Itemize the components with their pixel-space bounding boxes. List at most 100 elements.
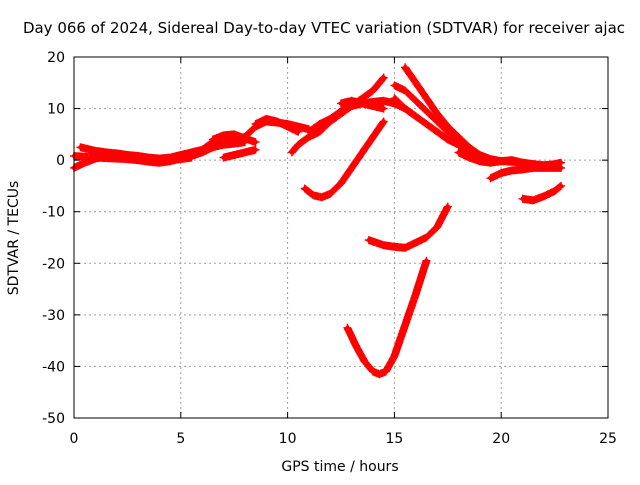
series-track-6 xyxy=(219,145,260,162)
x-tick-label: 25 xyxy=(599,431,617,447)
data-point xyxy=(242,136,248,141)
data-point xyxy=(424,109,429,114)
data-point xyxy=(434,111,440,116)
data-point xyxy=(370,103,376,109)
data-point xyxy=(434,225,440,230)
data-point xyxy=(366,237,371,243)
series-markers xyxy=(343,256,431,379)
data-point xyxy=(413,292,418,297)
data-point xyxy=(178,156,183,162)
data-point xyxy=(253,147,258,152)
series-track-16 xyxy=(390,94,474,154)
data-point xyxy=(221,133,226,138)
data-point xyxy=(488,176,493,181)
data-point xyxy=(552,165,557,171)
series-track-13 xyxy=(343,256,431,379)
data-point xyxy=(328,116,333,122)
data-point xyxy=(157,157,162,163)
data-point xyxy=(114,156,119,161)
data-point xyxy=(317,129,322,134)
data-point xyxy=(302,186,307,191)
series-track-11 xyxy=(300,117,388,202)
plot-frame xyxy=(73,56,609,419)
data-point xyxy=(200,147,205,152)
data-point xyxy=(424,235,429,240)
y-tick-label: -50 xyxy=(42,411,65,427)
data-point xyxy=(349,98,354,104)
data-point xyxy=(242,150,248,155)
data-point xyxy=(456,142,461,147)
data-point xyxy=(477,159,482,164)
series-track-19 xyxy=(518,181,565,205)
data-point xyxy=(402,323,408,328)
data-point xyxy=(189,155,194,160)
data-point xyxy=(467,155,472,160)
data-point xyxy=(402,245,408,250)
data-point xyxy=(402,65,408,70)
y-tick-label: -40 xyxy=(42,359,65,375)
data-point xyxy=(509,157,515,163)
series-markers xyxy=(518,181,565,205)
data-point xyxy=(381,75,386,80)
data-point xyxy=(509,168,515,173)
data-point xyxy=(456,134,461,140)
data-point xyxy=(353,343,359,348)
series-track-15 xyxy=(401,63,565,170)
y-tick-label: 10 xyxy=(47,102,65,118)
data-point xyxy=(232,132,237,137)
data-point xyxy=(558,165,564,171)
y-tick-label: -30 xyxy=(42,308,65,324)
data-point xyxy=(349,165,354,171)
data-point xyxy=(541,194,547,199)
y-tick-label: 20 xyxy=(47,50,65,66)
data-point xyxy=(392,83,397,88)
data-point xyxy=(413,114,418,119)
data-point xyxy=(362,359,367,364)
data-point xyxy=(221,142,226,147)
data-point xyxy=(434,129,440,134)
data-point xyxy=(552,188,557,194)
data-point xyxy=(434,119,440,124)
data-point xyxy=(306,134,312,140)
data-point xyxy=(338,101,344,106)
series-track-7 xyxy=(251,114,303,136)
data-point xyxy=(370,134,376,140)
data-point xyxy=(381,243,386,248)
data-point xyxy=(317,121,322,127)
data-point xyxy=(381,106,386,111)
data-point xyxy=(456,150,461,155)
data-point xyxy=(289,150,295,155)
data-point xyxy=(413,80,418,86)
axis-ticks: -50 -40 -30 -20 -10 0 10 20 0 5 10 15 20 25 xyxy=(42,50,617,447)
data-point xyxy=(467,147,472,152)
data-point xyxy=(274,119,280,124)
data-point xyxy=(296,129,301,134)
data-point xyxy=(253,139,258,145)
data-point xyxy=(520,160,525,165)
data-point xyxy=(499,159,504,164)
series-markers xyxy=(401,63,565,170)
data-point xyxy=(445,204,450,209)
data-point xyxy=(383,369,389,374)
data-point xyxy=(319,195,324,200)
data-point xyxy=(499,170,504,176)
data-point xyxy=(253,121,258,127)
data-point xyxy=(306,129,312,134)
data-point xyxy=(338,181,344,186)
data-point xyxy=(531,198,536,203)
data-point xyxy=(392,244,397,249)
data-point xyxy=(381,98,386,104)
data-point xyxy=(93,155,98,160)
x-tick-label: 10 xyxy=(279,431,297,447)
data-point xyxy=(93,148,98,154)
data-point xyxy=(531,165,536,171)
y-tick-label: -10 xyxy=(42,205,65,221)
data-point xyxy=(370,88,376,93)
data-point xyxy=(360,101,365,106)
data-point xyxy=(402,88,408,93)
x-tick-label: 20 xyxy=(492,431,510,447)
data-series xyxy=(70,63,565,379)
data-point xyxy=(189,150,194,155)
data-point xyxy=(103,150,109,155)
